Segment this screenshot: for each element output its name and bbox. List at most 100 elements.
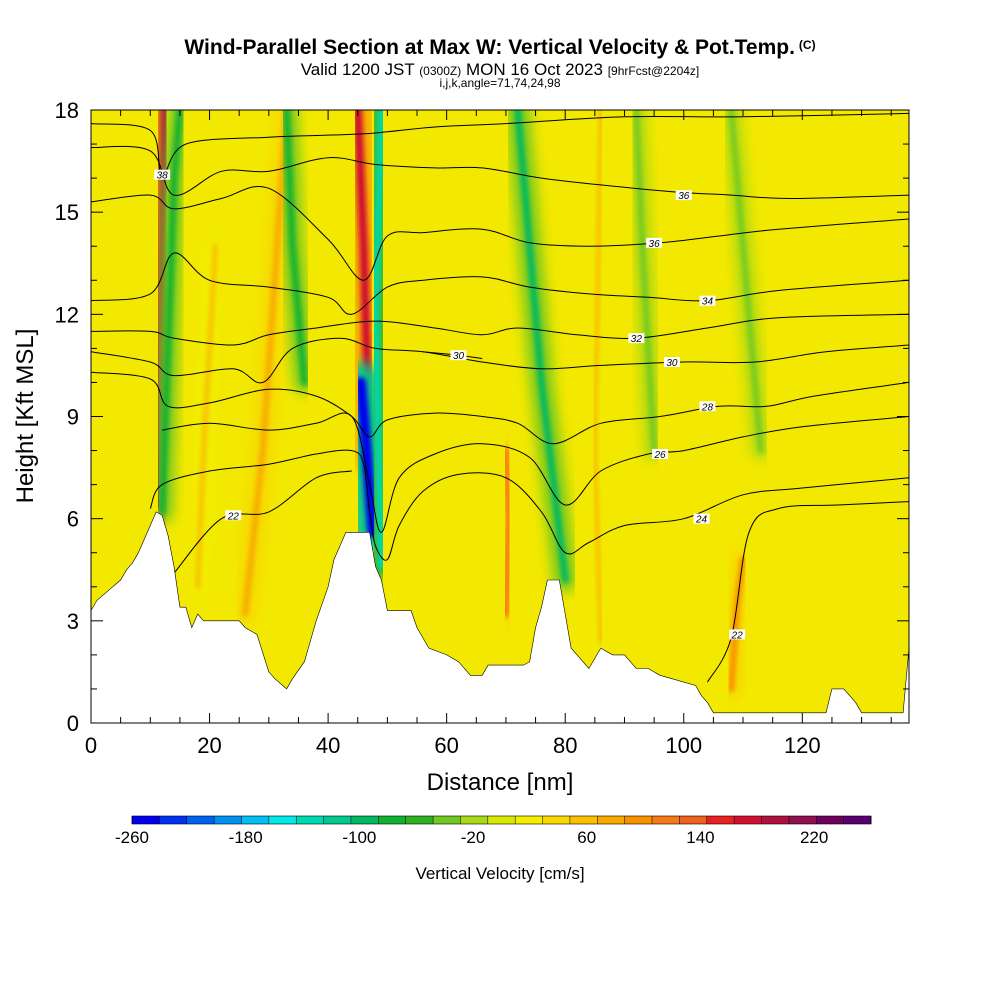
colorbar-swatch bbox=[159, 816, 188, 824]
y-tick-label: 3 bbox=[67, 609, 79, 634]
y-tick-label: 0 bbox=[67, 711, 79, 736]
colorbar-swatch bbox=[132, 816, 160, 824]
downdraft-band-core bbox=[371, 110, 386, 571]
svg-text:26: 26 bbox=[653, 450, 666, 461]
chart-indices: i,j,k,angle=71,74,24,98 bbox=[439, 76, 561, 90]
x-tick-label: 80 bbox=[553, 733, 577, 758]
colorbar-swatch bbox=[679, 816, 708, 824]
colorbar-swatch bbox=[378, 816, 407, 824]
colorbar-swatch bbox=[843, 816, 872, 824]
theta-contour-line bbox=[91, 186, 909, 281]
colorbar-swatch bbox=[460, 816, 489, 824]
chart-title: Wind-Parallel Section at Max W: Vertical… bbox=[184, 36, 816, 59]
colorbar-swatch bbox=[761, 816, 790, 824]
x-tick-label: 0 bbox=[85, 733, 97, 758]
terrain-mask bbox=[90, 511, 910, 724]
theta-contour-line bbox=[162, 412, 909, 533]
x-tick-label: 40 bbox=[316, 733, 340, 758]
x-tick-label: 100 bbox=[665, 733, 702, 758]
y-tick-label: 18 bbox=[55, 98, 79, 123]
theta-contour-label: 30 bbox=[663, 357, 680, 369]
colorbar-swatch bbox=[788, 816, 817, 824]
svg-text:24: 24 bbox=[695, 515, 708, 526]
downdraft-band-core bbox=[159, 110, 183, 515]
svg-text:36: 36 bbox=[649, 239, 661, 250]
theta-contour-label: 28 bbox=[699, 401, 716, 413]
y-axis-title: Height [Kft MSL] bbox=[12, 329, 39, 504]
theta-contour-label: 38 bbox=[154, 169, 171, 182]
colorbar-swatch bbox=[652, 816, 680, 824]
svg-text:30: 30 bbox=[666, 358, 678, 369]
colorbar-swatch bbox=[433, 816, 461, 824]
theta-contour-line bbox=[91, 337, 909, 384]
colorbar-tick-label: -180 bbox=[228, 828, 263, 847]
colorbar-tick-label: -100 bbox=[342, 828, 377, 847]
theta-contour-line bbox=[91, 313, 909, 346]
colorbar-swatch bbox=[542, 816, 571, 824]
colorbar-swatch bbox=[569, 816, 598, 824]
velocity-bands bbox=[142, 110, 770, 701]
x-axis: 0 20 40 60 80 100 120 bbox=[85, 110, 892, 758]
theta-contour-label: 36 bbox=[646, 237, 663, 250]
theta-contour-label: 22 bbox=[729, 629, 746, 641]
theta-contour-line bbox=[91, 145, 909, 200]
colorbar-swatch bbox=[214, 816, 242, 824]
updraft-band-core bbox=[592, 110, 604, 645]
colorbar-swatch bbox=[268, 816, 297, 824]
colorbar-title: Vertical Velocity [cm/s] bbox=[415, 864, 585, 883]
colorbar-swatch bbox=[816, 816, 845, 824]
colorbar-swatch bbox=[487, 816, 516, 824]
svg-text:22: 22 bbox=[227, 511, 240, 522]
chart-subtitle: Valid 1200 JST (0300Z) MON 16 Oct 2023 [… bbox=[300, 60, 700, 79]
theta-contour-label: 32 bbox=[628, 333, 645, 345]
colorbar-swatch bbox=[734, 816, 763, 824]
x-axis-title: Distance [nm] bbox=[427, 769, 574, 796]
x-tick-label: 120 bbox=[784, 733, 821, 758]
colorbar-swatch bbox=[296, 816, 325, 824]
svg-text:22: 22 bbox=[731, 630, 744, 641]
theta-contour-label: 22 bbox=[225, 510, 242, 522]
colorbar-swatch bbox=[350, 816, 379, 824]
colorbar-tick-label: 220 bbox=[799, 828, 829, 847]
updraft-band-core bbox=[502, 447, 513, 618]
colorbar-swatch bbox=[186, 816, 215, 824]
theta-contour-labels: 22 22 24 26 28 30 30 32 34 36 36 38 bbox=[154, 169, 746, 641]
colorbar bbox=[131, 815, 872, 825]
colorbar-swatch bbox=[323, 816, 352, 824]
colorbar-swatch bbox=[624, 816, 653, 824]
svg-text:36: 36 bbox=[678, 191, 690, 202]
theta-contour-line bbox=[91, 371, 909, 445]
svg-text:34: 34 bbox=[702, 297, 714, 308]
downdraft-band-core bbox=[633, 110, 657, 454]
y-tick-label: 6 bbox=[67, 507, 79, 532]
svg-text:32: 32 bbox=[631, 334, 643, 345]
theta-contour-line bbox=[173, 470, 352, 574]
colorbar-swatch bbox=[515, 816, 544, 824]
theta-contour-label: 24 bbox=[693, 513, 710, 526]
theta-contour-label: 26 bbox=[652, 448, 669, 461]
colorbar-swatch bbox=[597, 816, 626, 824]
y-tick-label: 12 bbox=[55, 302, 79, 327]
theta-contour-line bbox=[149, 449, 909, 561]
y-tick-label: 9 bbox=[67, 405, 79, 430]
x-tick-label: 20 bbox=[197, 733, 221, 758]
colorbar-swatch bbox=[706, 816, 735, 824]
colorbar-tick-label: 60 bbox=[577, 828, 597, 847]
colorbar-tick-label: -20 bbox=[460, 828, 486, 847]
updraft-band-core bbox=[242, 110, 290, 617]
theta-contour-label: 36 bbox=[675, 190, 692, 202]
x-tick-label: 60 bbox=[434, 733, 458, 758]
theta-contour-label: 34 bbox=[699, 295, 716, 308]
svg-text:28: 28 bbox=[701, 402, 714, 413]
colorbar-swatch bbox=[405, 816, 434, 824]
colorbar-tick-label: -260 bbox=[114, 828, 150, 847]
downdraft-band-core bbox=[283, 110, 308, 386]
theta-contour-label: 30 bbox=[450, 350, 467, 362]
downdraft-band-core bbox=[514, 110, 569, 584]
downdraft-band-core bbox=[728, 110, 764, 454]
colorbar-tick-label: 140 bbox=[686, 828, 715, 847]
colorbar-swatch bbox=[241, 816, 270, 824]
svg-text:38: 38 bbox=[157, 171, 169, 182]
